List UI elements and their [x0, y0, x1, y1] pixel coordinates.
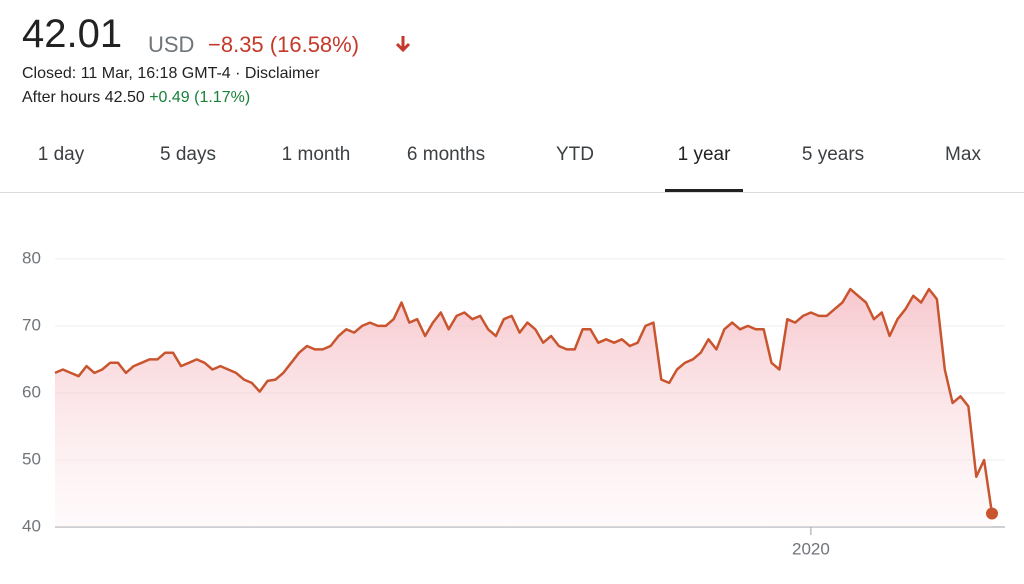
- range-tab[interactable]: 5 years: [801, 144, 865, 165]
- closed-text: Closed: 11 Mar, 16:18 GMT-4 ·: [22, 65, 245, 82]
- disclaimer-link[interactable]: Disclaimer: [244, 65, 320, 82]
- range-tab[interactable]: Max: [945, 144, 981, 165]
- down-arrow: [395, 36, 411, 53]
- y-tick-label: 70: [22, 315, 41, 334]
- area-fill: [55, 289, 992, 527]
- currency: USD: [148, 32, 195, 57]
- range-tab[interactable]: 1 month: [281, 144, 351, 165]
- y-tick-label: 80: [22, 248, 41, 267]
- range-tab[interactable]: 5 days: [160, 144, 216, 165]
- range-tab[interactable]: YTD: [556, 144, 594, 165]
- after-hours-change: +0.49 (1.17%): [149, 89, 251, 106]
- last-point: [986, 507, 998, 520]
- price-change: −8.35 (16.58%): [208, 32, 360, 57]
- range-tabs: 1 day 5 days 1 month 6 months YTD 1 year 5 yea…: [0, 140, 1024, 193]
- range-tab[interactable]: 6 months: [406, 144, 486, 165]
- x-tick-label: 2020: [792, 539, 830, 558]
- y-tick-label: 60: [22, 382, 41, 401]
- y-tick-label: 50: [22, 449, 41, 468]
- price: 42.01: [22, 12, 123, 56]
- after-hours: After hours 42.50: [22, 89, 145, 106]
- y-tick-label: 40: [22, 516, 41, 535]
- after-hours-line: After hours 42.50 +0.49 (1.17%): [22, 89, 250, 107]
- price-line: [54, 287, 994, 514]
- range-tab[interactable]: 1 day: [37, 144, 85, 165]
- active-tab-underline: [665, 189, 743, 192]
- range-tab[interactable]: 1 year: [677, 144, 731, 165]
- closed-line: Closed: 11 Mar, 16:18 GMT-4 · Disclaimer: [22, 65, 320, 83]
